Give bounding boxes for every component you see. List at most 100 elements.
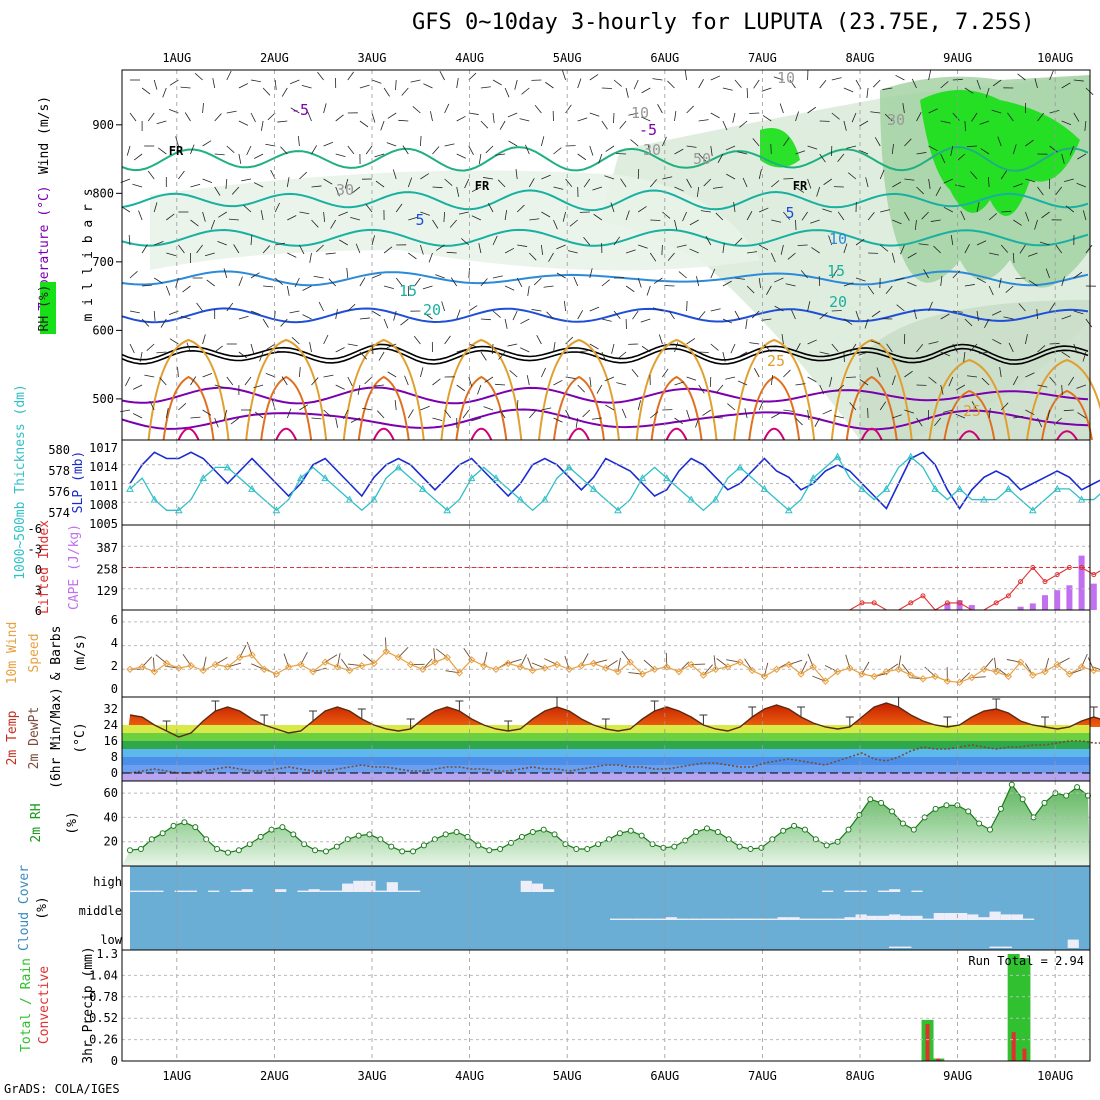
y-tick-label: 2 [111,659,118,673]
rh-point [987,826,994,833]
wind-barb [281,376,288,386]
wind-barb [387,112,397,119]
wind-barb [335,384,345,390]
contour-label: FR [793,179,808,193]
wind-barb [725,376,736,380]
wind-barb [478,243,482,254]
cloud-high-bar [319,890,331,892]
rh-point [540,826,547,833]
wind-barb [492,275,503,279]
wind-barb [738,351,748,358]
wind-barb [287,215,297,221]
wind-speed-point [675,667,683,676]
wind-barb [604,175,615,180]
wind-barb [512,310,518,321]
wind-barb [717,153,724,163]
wind-barb [831,77,842,81]
wind-barb [834,415,844,419]
wind-barb [226,145,235,153]
cloud-low-bar [900,946,912,948]
wind-barb [144,374,155,378]
wind-barb [260,120,264,131]
wind-barb [307,111,312,122]
contour-label: 15 [399,282,417,300]
wind-barb [1025,409,1035,416]
time-label-bottom: 3AUG [358,1069,387,1083]
lifted-index-point [1018,579,1024,585]
wind-barb [156,351,167,354]
wind-barb [129,271,138,279]
wind-barb [940,351,951,357]
cloud-high-bar [353,880,365,892]
y-tick-label: low [100,933,122,947]
wind-barb [1061,120,1072,126]
wind-barb [795,383,806,386]
wind-barb [462,409,470,419]
wind-barb [749,112,760,114]
wind-barb [545,81,554,89]
rh-point [529,829,536,835]
cape-bar [1066,585,1073,610]
wind-speed-point [699,671,708,679]
wind-barb [226,302,234,312]
wind-speed-point [309,667,317,676]
wind-barb [722,351,726,362]
wind-barb [916,417,923,427]
wind-barb [281,87,288,97]
wind-barb [923,269,929,279]
wind-barb [129,343,135,354]
wind-barb [783,178,794,180]
rh-point [235,847,242,854]
ylabel-pct: (%) [65,811,80,834]
contour-label: 25 [767,352,785,370]
cloud-mid-bar [933,913,945,920]
wind-barb [146,343,155,351]
wind-barb [601,351,607,362]
wind-barb [435,274,445,279]
rh-point [410,848,417,855]
wind-speed-point [724,663,732,671]
wind-barb [1034,219,1038,230]
isotherm-25 [635,338,718,441]
wind-barb [483,406,494,411]
ylabel-speed: Speed [27,633,42,672]
wind-speed-point [894,665,903,673]
wind-barb [928,341,939,345]
wind-barb [230,417,240,425]
wind-barb [892,181,902,188]
wind-barb [456,78,459,89]
wind-barb [147,112,155,122]
wind-barb [226,70,232,81]
wind-speed-point [760,672,769,681]
cloud-mid-bar [877,915,890,920]
wind-barb [589,74,599,81]
wind-barb [456,384,466,392]
rh-point [279,824,286,831]
cloud-mid-bar [654,918,666,920]
wind-barb [865,177,869,188]
wind-barb [948,376,954,387]
wind-barb [290,107,300,114]
wind-barb [504,285,515,291]
wind-barb [392,169,397,180]
rh-point [616,830,623,837]
temp-band [122,741,1090,749]
wind-barb [359,277,366,287]
wind-barb [1084,120,1087,131]
wind-barb [763,344,772,353]
wind-barb [1013,219,1022,226]
wind-barb [515,169,518,180]
ylabel-dewpt: 2m DewPt [27,707,42,770]
wind-barb [359,120,369,128]
time-label-top: 8AUG [846,51,875,65]
precip-convective-bar [1011,1032,1016,1061]
wind-barb [891,375,896,386]
wind-barb [190,219,199,227]
wind-barb [217,241,227,246]
rh-shade-lower [860,300,1090,440]
wind-barb [1045,268,1050,279]
cloud-high-bar [911,890,923,892]
wind-barb [940,120,951,124]
wind-speed-point [443,653,451,662]
thickness-point [418,484,427,492]
